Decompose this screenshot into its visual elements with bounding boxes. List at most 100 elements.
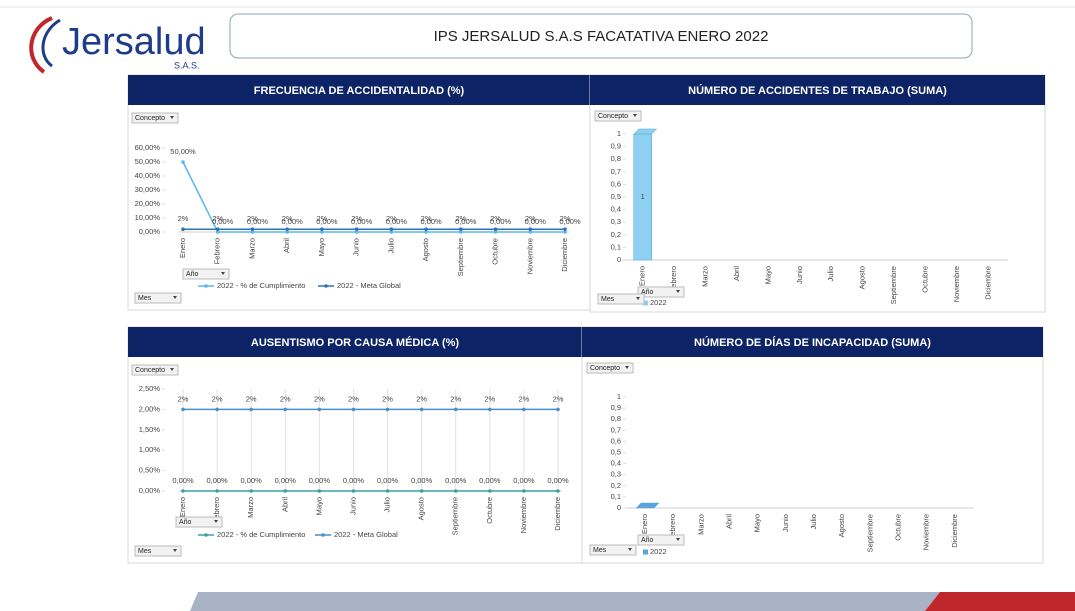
logo-name: Jersalud	[62, 21, 206, 63]
x-tick-label: Marzo	[246, 497, 255, 518]
filter-button[interactable]	[594, 110, 642, 122]
filter-label: Mes	[138, 295, 152, 302]
filter-button[interactable]	[586, 362, 634, 374]
filter-button[interactable]	[175, 516, 223, 528]
x-tick-label: Abril	[732, 266, 741, 281]
legend-label: 2022 - % de Cumplimiento	[217, 530, 305, 539]
logo-swoosh	[41, 18, 61, 68]
bar-top	[635, 502, 660, 509]
x-tick-label: Noviembre	[952, 266, 961, 302]
filter-button[interactable]	[134, 545, 182, 557]
y-tick-label: 0,4	[611, 459, 621, 468]
filter-label: Mes	[601, 296, 615, 303]
x-tick-label: Noviembre	[922, 514, 931, 550]
x-tick-label: Febrero	[668, 514, 677, 540]
point	[459, 230, 463, 234]
x-tick-label: Enero	[640, 514, 649, 534]
x-tick-label: Noviembre	[519, 497, 528, 533]
legend-swatch-point	[204, 284, 208, 288]
x-tick-label: Mayo	[314, 497, 323, 515]
filter-button[interactable]	[134, 292, 182, 304]
filter-label: Concepto	[135, 115, 165, 122]
y-tick-label: 0,5	[611, 447, 621, 456]
point	[250, 227, 255, 231]
filter-arrow	[221, 272, 225, 275]
value-label: 0,00%	[247, 217, 269, 226]
value-label: 2%	[351, 214, 362, 223]
x-tick-label: Octubre	[485, 497, 494, 524]
y-tick-label: 10,00%	[135, 213, 161, 222]
legend-swatch	[643, 300, 648, 306]
value-label: 2%	[316, 214, 327, 223]
x-tick-label: Abril	[725, 514, 734, 529]
legend-swatch-point	[324, 284, 328, 288]
value-label: 2%	[450, 394, 461, 403]
point	[215, 227, 220, 231]
filter-button[interactable]	[637, 534, 685, 546]
point	[249, 407, 253, 412]
y-tick-label: 1	[617, 129, 621, 138]
point	[556, 407, 560, 412]
logo-suffix: S.A.S.	[174, 60, 200, 70]
x-tick-label: Noviembre	[525, 238, 534, 274]
point	[453, 489, 458, 493]
x-tick-label: Julio	[826, 266, 835, 281]
filter-button[interactable]	[589, 544, 637, 556]
panel	[581, 326, 1044, 564]
value-label: 2%	[280, 394, 291, 403]
y-tick-label: 2,00%	[139, 404, 161, 413]
y-tick-label: 0,6	[611, 436, 621, 445]
y-tick-label: 0,7	[611, 167, 621, 176]
point	[320, 230, 324, 234]
filter-button[interactable]	[182, 268, 230, 280]
y-tick-label: 40,00%	[135, 171, 161, 180]
y-tick-label: 0	[617, 255, 621, 264]
value-label: 0,00%	[316, 217, 338, 226]
point	[385, 489, 390, 493]
point	[453, 407, 458, 412]
x-tick-label: Diciembre	[560, 238, 569, 272]
y-tick-label: 0,2	[611, 481, 621, 490]
filter-button[interactable]	[131, 364, 179, 376]
value-label: 2%	[212, 214, 223, 223]
point	[419, 489, 424, 493]
filter-button[interactable]	[597, 293, 645, 305]
x-tick-label: Octubre	[491, 238, 500, 265]
x-tick-label: Octubre	[894, 514, 903, 541]
x-tick-label: Junio	[352, 238, 361, 256]
x-tick-label: Febrero	[212, 497, 221, 523]
legend-swatch-point	[321, 533, 325, 537]
value-label: 0,00%	[282, 217, 304, 226]
y-tick-label: 1,50%	[139, 425, 161, 434]
y-tick-label: 1,00%	[139, 445, 161, 454]
x-tick-label: Diciembre	[950, 514, 959, 548]
point	[424, 230, 428, 234]
y-tick-label: 0,7	[611, 425, 621, 434]
filter-arrow	[214, 520, 218, 523]
filter-button[interactable]	[637, 286, 685, 298]
point	[419, 407, 424, 412]
value-label: 2%	[178, 214, 189, 223]
point	[317, 407, 322, 412]
value-label: 2%	[518, 394, 529, 403]
x-tick-label: Julio	[809, 514, 818, 529]
y-tick-label: 0,8	[611, 154, 621, 163]
value-label: 2%	[178, 394, 189, 403]
filter-button[interactable]	[131, 112, 179, 124]
y-tick-label: 30,00%	[135, 185, 161, 194]
legend-swatch	[643, 549, 648, 555]
legend-label: 2022 - % de Cumplimiento	[217, 281, 305, 290]
point	[488, 489, 492, 493]
filter-arrow	[173, 296, 177, 299]
point	[283, 407, 288, 412]
x-tick-label: Julio	[383, 497, 392, 512]
point	[181, 160, 185, 164]
filter-arrow	[636, 297, 640, 300]
panel-title: NÚMERO DE ACCIDENTES DE TRABAJO (SUMA)	[688, 84, 947, 97]
header-box	[229, 13, 973, 59]
filter-label: Año	[641, 289, 654, 296]
point	[389, 230, 394, 234]
footer-stripe-red	[925, 592, 1075, 611]
footer-stripe	[190, 592, 940, 611]
point	[556, 489, 560, 493]
